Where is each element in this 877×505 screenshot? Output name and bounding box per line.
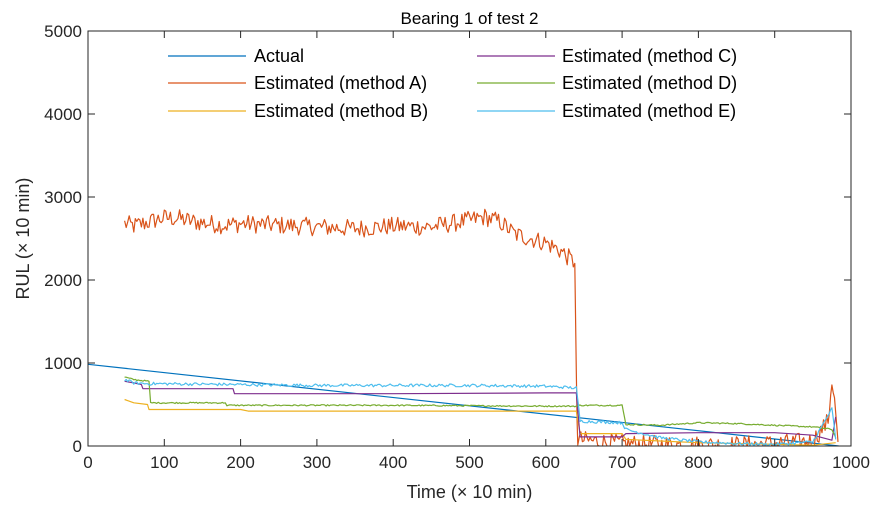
x-tick-label: 700	[608, 453, 636, 472]
legend-label: Estimated (method A)	[254, 73, 427, 93]
x-tick-label: 1000	[832, 453, 870, 472]
y-tick-label: 2000	[44, 271, 82, 290]
legend-label: Estimated (method D)	[562, 73, 737, 93]
x-tick-label: 600	[532, 453, 560, 472]
x-tick-label: 500	[455, 453, 483, 472]
x-tick-label: 900	[761, 453, 789, 472]
y-axis-title: RUL (× 10 min)	[13, 178, 33, 300]
x-tick-label: 800	[684, 453, 712, 472]
series-line-3	[124, 380, 837, 441]
legend-label: Estimated (method E)	[562, 101, 736, 121]
series-line-4	[124, 376, 837, 438]
y-tick-label: 5000	[44, 22, 82, 41]
legend-label: Actual	[254, 46, 304, 66]
y-tick-label: 0	[73, 437, 82, 456]
x-tick-label: 100	[150, 453, 178, 472]
series-line-0	[88, 363, 839, 446]
series-line-5	[124, 378, 837, 446]
x-tick-label: 300	[303, 453, 331, 472]
x-tick-label: 0	[83, 453, 92, 472]
y-tick-label: 1000	[44, 354, 82, 373]
series-line-2	[124, 398, 836, 446]
axes: 0 100 200 300 400 500 600 700 800 900 1000 0 1000 200…	[44, 22, 870, 472]
plot-area	[88, 208, 839, 446]
x-tick-label: 400	[379, 453, 407, 472]
y-tick-label: 3000	[44, 188, 82, 207]
series-line-1	[124, 208, 839, 446]
legend: Actual Estimated (method A) Estimated (met…	[168, 46, 737, 121]
chart-title: Bearing 1 of test 2	[401, 9, 539, 28]
legend-label: Estimated (method C)	[562, 46, 737, 66]
y-tick-label: 4000	[44, 105, 82, 124]
legend-label: Estimated (method B)	[254, 101, 428, 121]
x-tick-label: 200	[226, 453, 254, 472]
x-axis-title: Time (× 10 min)	[407, 482, 533, 502]
